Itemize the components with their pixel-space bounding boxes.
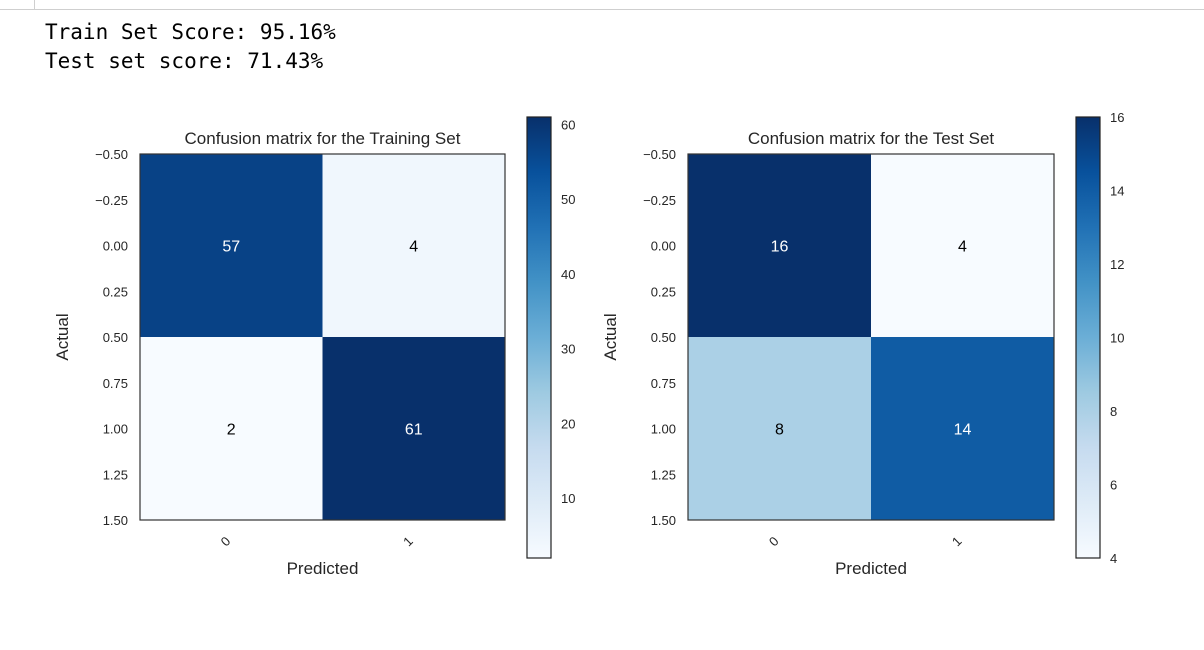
- x-axis-label: Predicted: [835, 559, 907, 578]
- cell-value-label: 8: [775, 422, 784, 439]
- colorbar-tick-label: 4: [1110, 551, 1117, 566]
- heatmap-cell: [871, 154, 1054, 337]
- y-tick-label: 0.25: [651, 284, 676, 299]
- heatmap-cell: [871, 337, 1054, 520]
- y-tick-label: 1.25: [651, 467, 676, 482]
- colorbar-tick-label: 6: [1110, 478, 1117, 493]
- colorbar-tick-label: 60: [561, 117, 575, 132]
- y-tick-label: 1.50: [103, 513, 128, 528]
- y-tick-label: 0.50: [651, 330, 676, 345]
- y-tick-label: 1.25: [103, 467, 128, 482]
- plot-frame: [687, 153, 1055, 521]
- cell-value-label: 16: [771, 239, 789, 256]
- cell-value-label: 14: [954, 422, 972, 439]
- x-tick-label: 0: [218, 534, 234, 550]
- y-tick-label: 0.75: [651, 376, 676, 391]
- colorbar: [526, 116, 552, 559]
- chart-panel-train: 57 4 2 61 Confusion matrix for the Training …: [53, 116, 575, 578]
- test-score-line: Test set score: 71.43%: [45, 49, 324, 73]
- cell-prompt-divider: [34, 0, 35, 9]
- y-tick-label: 0.25: [103, 284, 128, 299]
- colorbar-tick-label: 12: [1110, 257, 1124, 272]
- x-tick-label: 1: [400, 534, 416, 550]
- cell-value-label: 61: [405, 422, 423, 439]
- cell-output: Train Set Score: 95.16% Test set score: 7…: [45, 18, 336, 76]
- cell-value-label: 2: [227, 422, 236, 439]
- heatmap-cell: [322, 337, 505, 520]
- y-tick-label: 1.50: [651, 513, 676, 528]
- colorbar-tick-label: 14: [1110, 184, 1124, 199]
- colorbar-tick-label: 10: [561, 491, 575, 506]
- x-axis-label: Predicted: [287, 559, 359, 578]
- heatmap-cell: [140, 154, 323, 337]
- y-tick-label: −0.25: [95, 193, 128, 208]
- heatmap-cell: [688, 154, 871, 337]
- y-tick-label: 0.75: [103, 376, 128, 391]
- y-tick-label: −0.50: [95, 147, 128, 162]
- plot-frame: [139, 153, 506, 521]
- y-tick-label: −0.25: [643, 193, 676, 208]
- colorbar-tick-label: 16: [1110, 110, 1124, 125]
- colorbar-tick-label: 20: [561, 416, 575, 431]
- cell-value-label: 4: [409, 239, 418, 256]
- heatmap-cell: [688, 337, 871, 520]
- train-score-line: Train Set Score: 95.16%: [45, 20, 336, 44]
- colorbar-tick-label: 10: [1110, 331, 1124, 346]
- y-tick-label: 1.00: [103, 422, 128, 437]
- colorbar-tick-label: 8: [1110, 404, 1117, 419]
- cell-top-border: [0, 0, 1204, 10]
- colorbar-tick-label: 50: [561, 192, 575, 207]
- colorbar-tick-label: 40: [561, 267, 575, 282]
- chart-title: Confusion matrix for the Training Set: [185, 129, 461, 148]
- chart-title: Confusion matrix for the Test Set: [748, 129, 995, 148]
- y-tick-label: 1.00: [651, 422, 676, 437]
- cell-value-label: 57: [222, 239, 240, 256]
- x-tick-label: 0: [766, 534, 782, 550]
- y-tick-label: 0.00: [651, 239, 676, 254]
- y-tick-label: 0.50: [103, 330, 128, 345]
- cell-value-label: 4: [958, 239, 967, 256]
- colorbar: [1075, 116, 1101, 559]
- y-tick-label: −0.50: [643, 147, 676, 162]
- y-axis-label: Actual: [601, 313, 620, 360]
- heatmap-cell: [322, 154, 505, 337]
- colorbar-tick-label: 30: [561, 342, 575, 357]
- y-tick-label: 0.00: [103, 239, 128, 254]
- y-axis-label: Actual: [53, 313, 72, 360]
- heatmap-cell: [140, 337, 323, 520]
- x-tick-label: 1: [949, 534, 965, 550]
